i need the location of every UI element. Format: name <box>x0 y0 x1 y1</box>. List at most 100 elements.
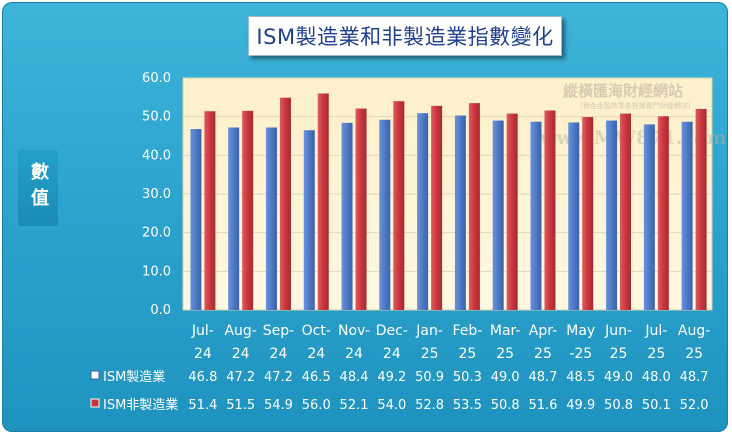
legend-swatch-manufacturing <box>90 370 100 380</box>
y-tick-label: 60.0 <box>142 71 171 86</box>
x-tick-label: 25 <box>458 346 476 362</box>
bar-manufacturing <box>228 127 240 310</box>
x-tick-label: Aug- <box>224 323 256 339</box>
x-tick-label: 24 <box>383 346 401 362</box>
x-tick-label: -25 <box>569 346 592 362</box>
table-cell-non-manufacturing: 52.1 <box>340 398 369 413</box>
bar-manufacturing <box>341 122 353 310</box>
table-cell-manufacturing: 48.7 <box>680 370 709 385</box>
table-cell-manufacturing: 46.8 <box>188 370 217 385</box>
bar-manufacturing <box>530 121 542 311</box>
table-cell-non-manufacturing: 51.4 <box>188 398 217 413</box>
bar-non-manufacturing <box>317 93 329 310</box>
y-tick-label: 50.0 <box>142 110 171 125</box>
table-cell-non-manufacturing: 51.5 <box>226 398 255 413</box>
table-cell-non-manufacturing: 54.9 <box>264 398 293 413</box>
x-tick-label: 25 <box>610 346 628 362</box>
bar-manufacturing <box>303 130 315 310</box>
x-tick-label: Oct- <box>302 323 331 339</box>
bar-manufacturing <box>417 113 429 310</box>
bar-non-manufacturing <box>393 101 405 310</box>
bar-non-manufacturing <box>355 108 367 311</box>
bar-manufacturing <box>379 119 391 310</box>
x-tick-label: Jul- <box>191 323 214 339</box>
bar-manufacturing <box>492 120 504 311</box>
table-cell-manufacturing: 49.0 <box>604 370 633 385</box>
chart-title-box: ISM製造業和非製造業指數變化 <box>248 16 562 56</box>
bar-manufacturing <box>568 122 580 310</box>
x-tick-label: 24 <box>194 346 212 362</box>
table-cell-manufacturing: 50.3 <box>453 370 482 385</box>
bar-non-manufacturing <box>506 113 518 310</box>
y-axis-label: 數值 <box>18 150 58 226</box>
table-cell-non-manufacturing: 56.0 <box>302 398 331 413</box>
x-tick-label: 24 <box>345 346 363 362</box>
x-tick-label: 25 <box>496 346 514 362</box>
table-cell-manufacturing: 48.7 <box>528 370 557 385</box>
table-cell-non-manufacturing: 53.5 <box>453 398 482 413</box>
x-tick-label: 25 <box>421 346 439 362</box>
table-cell-non-manufacturing: 50.1 <box>642 398 671 413</box>
chart-title: ISM製造業和非製造業指數變化 <box>256 25 554 49</box>
bar-manufacturing <box>606 120 618 311</box>
table-cell-non-manufacturing: 50.8 <box>491 398 520 413</box>
bar-manufacturing <box>643 124 655 311</box>
bar-manufacturing <box>190 129 202 310</box>
watermark-subtitle: (資金金融商業各數據專門財經網站) <box>580 101 691 110</box>
x-tick-label: 25 <box>647 346 665 362</box>
legend-swatch-non-manufacturing <box>90 398 100 408</box>
table-cell-manufacturing: 48.0 <box>642 370 671 385</box>
x-tick-label: 24 <box>307 346 325 362</box>
bar-manufacturing <box>265 127 277 310</box>
x-tick-label: Jul- <box>644 323 667 339</box>
bar-non-manufacturing <box>204 111 216 311</box>
bar-non-manufacturing <box>544 110 556 310</box>
y-tick-label: 0.0 <box>150 303 171 318</box>
bar-non-manufacturing <box>695 108 707 310</box>
x-tick-label: Feb- <box>452 323 482 339</box>
bar-non-manufacturing <box>242 110 254 310</box>
bar-manufacturing <box>454 115 466 310</box>
bar-non-manufacturing <box>279 97 291 310</box>
x-tick-label: Dec- <box>376 323 408 339</box>
x-tick-label: Nov- <box>338 323 370 339</box>
table-cell-manufacturing: 49.2 <box>377 370 406 385</box>
table-cell-non-manufacturing: 50.8 <box>604 398 633 413</box>
table-cell-manufacturing: 47.2 <box>226 370 255 385</box>
table-cell-non-manufacturing: 51.6 <box>528 398 557 413</box>
table-cell-manufacturing: 48.4 <box>340 370 369 385</box>
y-tick-label: 30.0 <box>142 187 171 202</box>
x-tick-label: May <box>566 323 595 339</box>
x-tick-label: 25 <box>534 346 552 362</box>
legend-label-non-manufacturing: ISM非製造業 <box>103 397 178 413</box>
table-cell-manufacturing: 46.5 <box>302 370 331 385</box>
x-tick-label: 25 <box>685 346 703 362</box>
x-tick-label: Sep- <box>263 323 294 339</box>
x-tick-label: Mar- <box>490 323 521 339</box>
table-cell-manufacturing: 47.2 <box>264 370 293 385</box>
x-tick-label: Apr- <box>529 323 557 339</box>
bar-non-manufacturing <box>468 103 480 310</box>
bar-non-manufacturing <box>582 117 594 310</box>
x-tick-label: 24 <box>232 346 250 362</box>
table-cell-manufacturing: 48.5 <box>566 370 595 385</box>
table-cell-manufacturing: 49.0 <box>491 370 520 385</box>
x-tick-label: Jan- <box>415 323 443 339</box>
bar-non-manufacturing <box>620 113 632 310</box>
y-tick-label: 20.0 <box>142 226 171 241</box>
legend-label-manufacturing: ISM製造業 <box>103 369 165 385</box>
table-cell-non-manufacturing: 52.0 <box>680 398 709 413</box>
table-cell-non-manufacturing: 49.9 <box>566 398 595 413</box>
bar-non-manufacturing <box>657 116 669 310</box>
bar-non-manufacturing <box>431 105 443 310</box>
watermark-name: 縱橫匯海財經網站 <box>563 82 683 100</box>
table-cell-manufacturing: 50.9 <box>415 370 444 385</box>
y-tick-label: 10.0 <box>142 264 171 279</box>
x-tick-label: Jun- <box>604 323 632 339</box>
table-cell-non-manufacturing: 52.8 <box>415 398 444 413</box>
bar-manufacturing <box>681 121 693 311</box>
table-cell-non-manufacturing: 54.0 <box>377 398 406 413</box>
x-tick-label: 24 <box>270 346 288 362</box>
x-tick-label: Aug- <box>678 323 710 339</box>
